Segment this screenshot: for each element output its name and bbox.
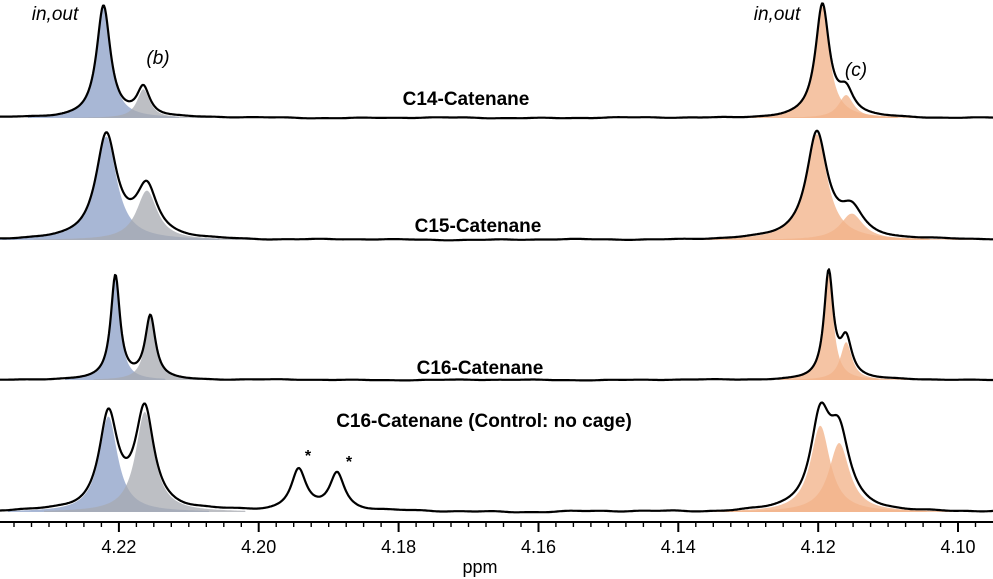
peak-fit-blue-trace-1-1 <box>28 6 179 118</box>
x-tick-label: 4.22 <box>101 537 136 557</box>
trace-label-c16-control: C16-Catenane (Control: no cage) <box>336 411 632 432</box>
x-tick-label: 4.10 <box>940 537 975 557</box>
peak-fit-gray-trace-3-2 <box>93 317 207 380</box>
x-tick-label: 4.12 <box>801 537 836 557</box>
x-tick-label: 4.14 <box>661 537 696 557</box>
x-tick-label: 4.16 <box>521 537 556 557</box>
trace-label-c16: C16-Catenane <box>417 358 544 379</box>
spectrum-trace-3 <box>0 268 993 382</box>
peak-fit-orange-trace-2-4 <box>725 213 978 240</box>
peak-fit-orange-trace-2-3 <box>703 134 931 240</box>
x-axis-ticks: 4.22 4.20 4.18 4.16 4.14 4.12 4.10 <box>13 522 977 557</box>
peak-fit-gray-trace-2-2 <box>33 190 261 240</box>
spectrum-traces-layer <box>0 2 993 514</box>
annotation-b: (b) <box>146 48 169 69</box>
annotation-in-out-left: in,out <box>32 4 79 25</box>
peak-fit-gray-trace-4-2 <box>44 412 246 512</box>
peak-fit-orange-trace-3-3 <box>778 274 879 380</box>
peak-fit-orange-trace-1-4 <box>764 95 928 118</box>
peak-fit-orange-trace-4-6 <box>725 443 953 512</box>
spectrum-trace-4 <box>0 401 993 514</box>
spectrum-trace-2 <box>0 129 993 242</box>
trace-label-c14: C14-Catenane <box>403 89 530 110</box>
impurity-star-2: * <box>346 454 353 471</box>
annotation-c: (c) <box>845 60 867 81</box>
trace-label-c15: C15-Catenane <box>415 216 542 237</box>
peak-fit-gray-trace-1-2 <box>74 89 213 118</box>
impurity-star-1: * <box>305 448 312 465</box>
peak-fit-blue-trace-4-1 <box>7 416 210 512</box>
peak-fits-layer <box>0 6 978 512</box>
peak-fit-blue-trace-3-1 <box>65 276 166 380</box>
peak-fit-orange-trace-3-4 <box>783 342 910 380</box>
x-axis-title: ppm <box>462 557 497 577</box>
x-tick-label: 4.18 <box>381 537 416 557</box>
peak-fit-orange-trace-1-3 <box>746 6 898 118</box>
annotation-in-out-right: in,out <box>754 4 801 25</box>
spectrum-trace-1 <box>0 2 993 120</box>
peak-fit-blue-trace-2-1 <box>0 136 220 240</box>
peak-fit-orange-trace-4-5 <box>713 425 928 512</box>
x-tick-label: 4.20 <box>241 537 276 557</box>
